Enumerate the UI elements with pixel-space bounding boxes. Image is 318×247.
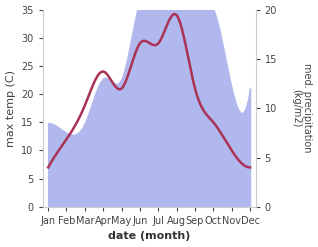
Y-axis label: max temp (C): max temp (C) bbox=[5, 70, 16, 147]
Y-axis label: med. precipitation
(kg/m2): med. precipitation (kg/m2) bbox=[291, 63, 313, 153]
X-axis label: date (month): date (month) bbox=[108, 231, 190, 242]
